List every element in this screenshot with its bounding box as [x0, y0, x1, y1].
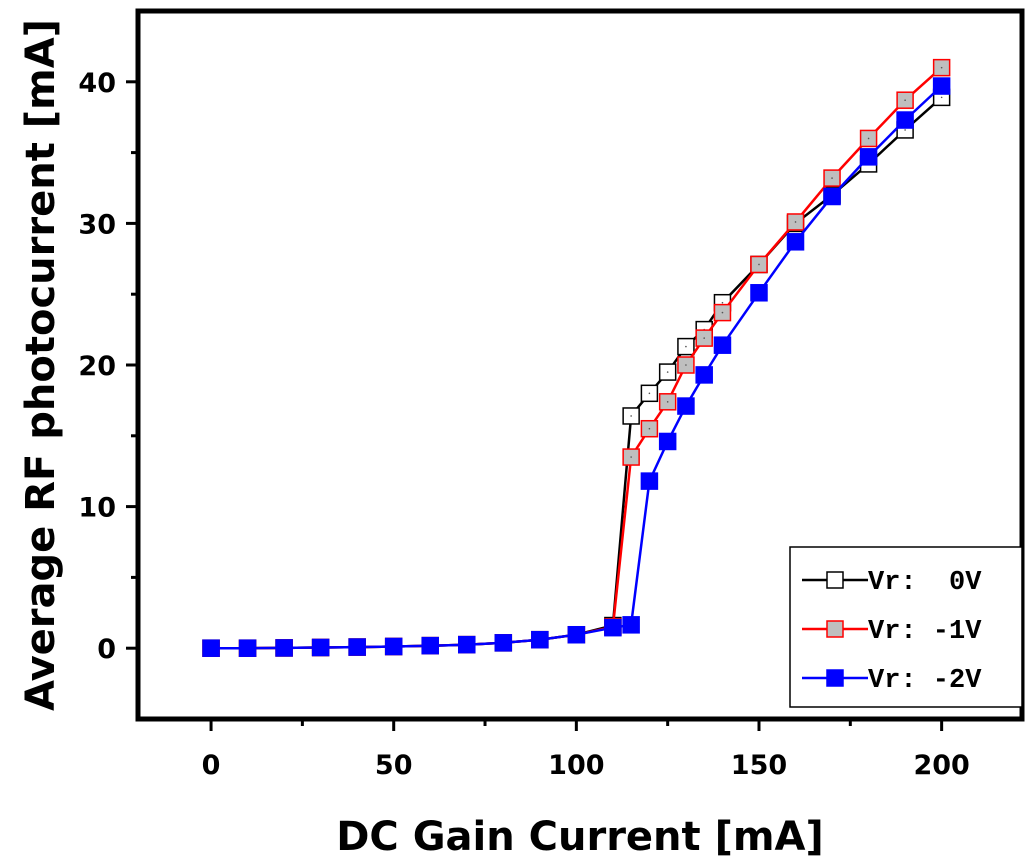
series-layer — [202, 58, 951, 657]
marker-dot — [630, 456, 632, 458]
marker-dot — [685, 345, 687, 348]
data-point — [384, 637, 403, 656]
data-point — [750, 284, 768, 302]
data-point — [859, 148, 878, 166]
marker-dot — [721, 311, 724, 314]
x-tick-label: 100 — [548, 750, 604, 781]
legend: Vr: 0V Vr: -1V Vr: -2V — [789, 546, 1023, 708]
legend-label: Vr: -2V — [868, 666, 982, 696]
data-point — [311, 638, 330, 657]
legend-marker — [826, 669, 844, 687]
data-point — [713, 336, 732, 354]
legend-label: Vr: -1V — [868, 617, 982, 647]
data-point — [604, 618, 622, 637]
legend-label: Vr: 0V — [868, 568, 982, 598]
marker-dot — [685, 364, 687, 366]
data-point — [458, 635, 476, 654]
marker-dot — [867, 137, 870, 140]
data-point — [932, 77, 951, 95]
data-point — [275, 639, 293, 657]
data-point — [421, 636, 439, 655]
data-point — [567, 625, 586, 644]
y-axis-title: Average RF photocurrent [mA] — [18, 19, 64, 711]
data-point — [348, 638, 366, 656]
marker-dot — [666, 371, 669, 373]
data-point — [658, 432, 677, 451]
marker-dot — [758, 263, 760, 266]
y-tick-label: 40 — [78, 68, 116, 99]
marker-dot — [940, 66, 943, 69]
marker-dot — [831, 177, 833, 179]
data-point — [896, 111, 914, 129]
data-point — [238, 639, 257, 657]
marker-dot — [666, 401, 669, 403]
data-point — [531, 630, 549, 649]
x-tick-label: 200 — [913, 750, 969, 781]
y-tick-label: 0 — [97, 634, 116, 665]
x-tick-label: 50 — [375, 750, 413, 781]
data-point — [202, 639, 220, 657]
marker-dot — [794, 221, 797, 223]
y-tick-label: 30 — [78, 209, 116, 240]
legend-entry: Vr: 0V — [802, 568, 982, 598]
marker-dot — [648, 427, 651, 430]
marker-dot — [703, 337, 705, 339]
y-tick-label: 20 — [78, 351, 116, 382]
marker-dot — [940, 96, 943, 99]
data-point — [786, 233, 805, 251]
data-point — [823, 187, 841, 206]
axes: 0 50 100 150 200 0 10 20 30 40 — [78, 8, 1025, 781]
marker-dot — [630, 415, 632, 417]
data-point — [640, 472, 659, 490]
marker-dot — [721, 301, 724, 304]
data-point — [494, 634, 513, 652]
data-point — [622, 616, 640, 634]
data-point — [677, 397, 695, 415]
legend-entry: Vr: -1V — [802, 617, 982, 647]
legend-marker — [826, 620, 844, 638]
marker-dot — [904, 129, 906, 131]
marker-dot — [904, 99, 906, 102]
y-tick-label: 10 — [78, 493, 116, 524]
data-point — [695, 366, 713, 384]
x-tick-label: 0 — [202, 750, 221, 781]
marker-dot — [648, 392, 651, 395]
legend-marker — [826, 571, 844, 589]
series-2 — [202, 77, 951, 657]
x-axis-title: DC Gain Current [mA] — [336, 814, 824, 860]
x-tick-label: 150 — [731, 750, 787, 781]
legend-entry: Vr: -2V — [802, 666, 982, 696]
